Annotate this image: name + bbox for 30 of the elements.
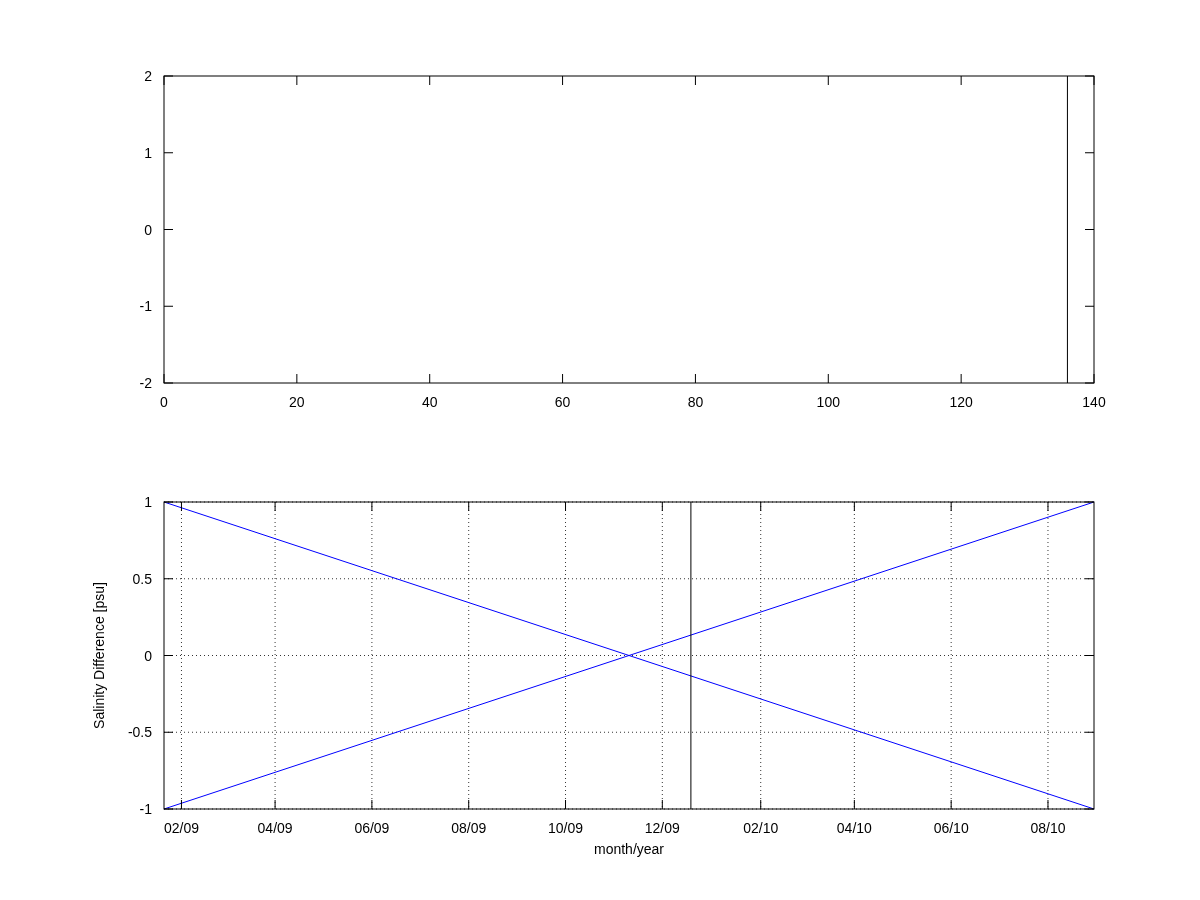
y-tick-label: 0 [144,221,153,238]
x-tick-label: 140 [1082,394,1106,410]
x-tick-label: 08/10 [1030,820,1066,836]
x-tick-label: 80 [687,394,704,410]
x-tick-label: 08/09 [451,820,487,836]
y-tick-label: -2 [139,375,153,391]
y-tick-label: 0.5 [132,570,153,587]
x-tick-label: 120 [949,394,974,410]
x-tick-label: 06/10 [933,820,969,836]
x-tick-label: 02/09 [163,820,200,836]
x-tick-label: 12/09 [644,820,681,836]
y-tick-label: -1 [139,298,153,315]
x-tick-label: 100 [816,394,841,410]
y-tick-label: 2 [144,68,153,84]
x-tick-label: 0 [160,394,169,410]
y-tick-label: 0 [144,647,153,664]
x-tick-label: 04/09 [257,820,293,836]
x-axis-title: month/year [593,841,665,857]
y-tick-label: -0.5 [127,724,153,741]
x-tick-label: 20 [289,394,305,410]
x-tick-label: 40 [421,394,438,410]
x-tick-label: 10/09 [548,820,584,836]
y-tick-label: 1 [144,494,153,510]
x-tick-label: 04/10 [836,820,873,836]
x-tick-label: 02/10 [743,820,779,836]
y-tick-label: 1 [144,144,153,161]
x-tick-label: 60 [554,394,571,410]
y-tick-label: -1 [139,801,153,817]
y-axis-title: Salinity Difference [psu] [91,582,107,729]
x-tick-label: 06/09 [354,820,390,836]
